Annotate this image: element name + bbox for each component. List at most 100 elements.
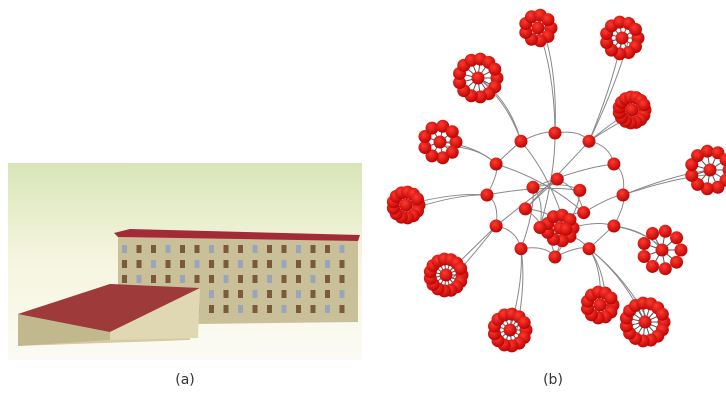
node xyxy=(517,316,531,330)
edge xyxy=(495,163,584,214)
window xyxy=(296,260,301,268)
node xyxy=(646,259,659,273)
window xyxy=(325,305,330,313)
edge xyxy=(622,169,711,196)
node xyxy=(722,164,726,176)
node xyxy=(503,323,517,337)
node xyxy=(454,261,468,275)
node xyxy=(453,76,467,90)
window xyxy=(194,245,200,253)
node xyxy=(628,22,642,36)
node xyxy=(519,25,533,39)
node xyxy=(548,126,562,140)
window xyxy=(310,260,316,268)
window xyxy=(252,245,258,253)
front-side xyxy=(110,288,200,340)
nodes xyxy=(386,8,726,353)
node xyxy=(533,221,547,235)
edge xyxy=(532,163,614,188)
node xyxy=(514,134,528,148)
window xyxy=(165,275,171,283)
window xyxy=(180,275,185,283)
window xyxy=(296,245,301,253)
window xyxy=(151,275,156,283)
back-roof xyxy=(114,229,360,241)
node xyxy=(670,255,684,269)
node xyxy=(436,151,450,165)
node xyxy=(445,145,459,159)
window xyxy=(339,245,345,253)
node xyxy=(531,21,545,35)
window xyxy=(281,290,287,298)
node xyxy=(700,144,714,158)
window xyxy=(281,275,287,283)
node xyxy=(646,227,659,241)
window xyxy=(238,260,243,268)
window xyxy=(325,290,330,298)
building-render xyxy=(8,163,362,360)
window xyxy=(238,245,243,253)
node xyxy=(489,219,503,233)
window xyxy=(296,305,301,313)
window xyxy=(296,290,301,298)
node xyxy=(582,242,596,256)
node xyxy=(604,291,618,305)
window xyxy=(310,290,316,298)
window xyxy=(238,305,243,313)
node xyxy=(548,250,562,264)
front-roof xyxy=(18,284,200,334)
window xyxy=(339,305,345,313)
node xyxy=(399,198,413,212)
window xyxy=(165,260,171,268)
window xyxy=(136,260,142,268)
window xyxy=(296,275,301,283)
node xyxy=(582,134,596,148)
window xyxy=(310,305,316,313)
window xyxy=(267,245,272,253)
window xyxy=(267,305,272,313)
node xyxy=(674,243,688,257)
window xyxy=(122,275,127,283)
window xyxy=(122,245,127,253)
panel-label: (a) xyxy=(175,372,195,388)
node xyxy=(685,168,699,182)
window xyxy=(252,260,258,268)
network-graph xyxy=(386,8,726,353)
window xyxy=(180,260,185,268)
node xyxy=(449,135,463,149)
node xyxy=(658,224,672,238)
window xyxy=(122,260,127,268)
node xyxy=(711,180,725,194)
node xyxy=(637,98,651,112)
edge xyxy=(520,187,534,249)
window xyxy=(209,245,214,253)
node xyxy=(670,231,684,245)
node xyxy=(637,237,651,251)
window xyxy=(180,245,185,253)
node xyxy=(607,157,621,171)
window xyxy=(267,290,272,298)
node xyxy=(719,153,726,167)
window xyxy=(136,275,142,283)
node xyxy=(471,71,485,85)
node xyxy=(433,135,447,149)
window xyxy=(281,245,287,253)
window xyxy=(310,245,316,253)
window xyxy=(209,290,214,298)
window xyxy=(339,290,345,298)
node xyxy=(615,31,629,45)
node xyxy=(700,182,714,196)
window xyxy=(252,275,258,283)
window xyxy=(223,290,229,298)
node xyxy=(655,243,669,257)
node xyxy=(658,262,672,276)
node xyxy=(577,206,591,220)
node xyxy=(436,119,450,133)
node xyxy=(439,268,453,282)
node xyxy=(703,163,717,177)
window xyxy=(267,275,272,283)
node xyxy=(445,125,459,139)
node xyxy=(691,149,705,163)
node xyxy=(488,62,502,76)
